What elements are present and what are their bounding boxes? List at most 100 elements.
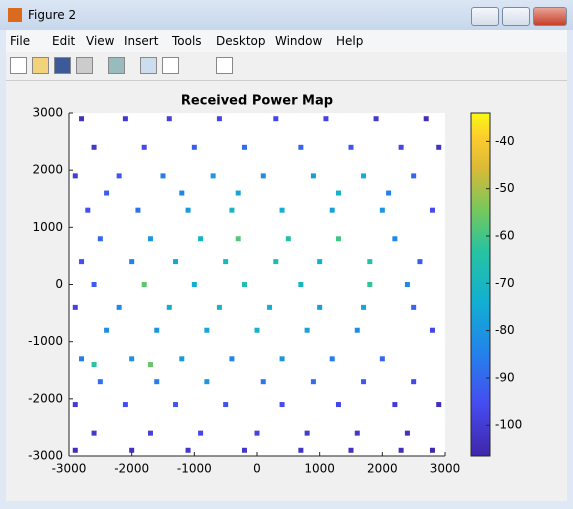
data-point: [386, 190, 392, 196]
data-point: [279, 402, 285, 408]
data-point: [373, 116, 379, 122]
menu-item[interactable]: Help: [336, 34, 364, 48]
data-point: [179, 356, 185, 362]
data-point: [79, 259, 85, 265]
new-icon[interactable]: [10, 57, 27, 74]
app-icon: [8, 8, 22, 22]
save-icon[interactable]: [54, 57, 71, 74]
close-button[interactable]: [533, 7, 567, 26]
data-point: [260, 173, 266, 179]
x-tick-label: -2000: [114, 462, 149, 476]
data-point: [229, 207, 235, 213]
data-point: [279, 356, 285, 362]
data-point: [72, 304, 78, 310]
data-point: [298, 447, 304, 453]
data-point: [223, 402, 229, 408]
data-point: [436, 402, 442, 408]
data-point: [122, 116, 128, 122]
data-point: [241, 144, 247, 150]
print-icon[interactable]: [76, 57, 93, 74]
data-point: [260, 379, 266, 385]
data-point: [216, 116, 222, 122]
data-point: [429, 207, 435, 213]
data-point: [298, 282, 304, 287]
menu-item[interactable]: Edit: [52, 34, 76, 48]
colorbar-tick-label: -90: [495, 370, 515, 384]
data-point: [72, 173, 78, 179]
data-point: [298, 144, 304, 150]
data-point: [147, 362, 153, 368]
menu-item[interactable]: Window: [275, 34, 323, 48]
data-point: [166, 116, 172, 122]
data-point: [361, 379, 367, 385]
data-point: [335, 402, 341, 408]
open-icon[interactable]: [32, 57, 49, 74]
data-point: [411, 304, 417, 310]
minimize-button[interactable]: [471, 7, 499, 26]
x-tick-label: 3000: [430, 462, 461, 476]
data-point: [329, 356, 335, 362]
data-point: [72, 447, 78, 453]
data-point: [91, 430, 97, 436]
data-point: [317, 304, 323, 310]
data-point: [179, 190, 185, 196]
data-point: [398, 447, 404, 453]
data-point: [304, 430, 310, 436]
menu-bar: File Edit View Insert Tools Desktop Window Help: [6, 30, 567, 52]
x-tick-label: -3000: [52, 462, 87, 476]
data-point: [210, 173, 216, 179]
data-point: [323, 116, 329, 122]
data-point: [97, 236, 103, 242]
colorbar-tick-label: -50: [495, 181, 515, 195]
data-point: [91, 362, 97, 368]
menu-item[interactable]: File: [10, 34, 31, 48]
data-point: [285, 236, 291, 242]
colorbar-tick-label: -70: [495, 276, 515, 290]
data-point: [317, 259, 323, 265]
colorbar-tick-label: -40: [495, 134, 515, 148]
data-point: [116, 173, 122, 179]
pointer-icon[interactable]: [194, 57, 209, 72]
maximize-button[interactable]: [502, 7, 530, 26]
data-point: [91, 282, 97, 287]
y-tick-label: -3000: [28, 449, 63, 463]
data-point: [361, 304, 367, 310]
colorbar-tick-label: -80: [495, 323, 515, 337]
data-point: [129, 259, 135, 265]
colorbar-tick-label: -100: [495, 418, 522, 432]
data-point: [91, 144, 97, 150]
legend-icon[interactable]: [162, 57, 179, 74]
figure: Received Power Map -3000 -2000 -1000 0 1000 2…: [6, 81, 567, 501]
menu-item[interactable]: View: [86, 34, 115, 48]
data-point: [392, 402, 398, 408]
data-point: [404, 430, 410, 436]
x-tick-label: -1000: [177, 462, 212, 476]
menu-item[interactable]: Tools: [172, 34, 202, 48]
title-bar: Figure 2: [0, 0, 573, 30]
data-point: [304, 327, 310, 333]
colorbar-icon[interactable]: [140, 57, 157, 74]
data-point: [279, 207, 285, 213]
y-tick-label: 1000: [32, 220, 63, 234]
data-point: [122, 402, 128, 408]
data-point: [147, 430, 153, 436]
data-point: [429, 327, 435, 333]
link-icon[interactable]: [108, 57, 125, 74]
data-point: [379, 356, 385, 362]
data-point: [154, 327, 160, 333]
data-point: [129, 447, 135, 453]
data-point: [185, 447, 191, 453]
data-point: [135, 207, 141, 213]
property-icon[interactable]: [216, 57, 233, 74]
menu-item[interactable]: Insert: [124, 34, 159, 48]
data-point: [223, 259, 229, 265]
menu-item[interactable]: Desktop: [216, 34, 266, 48]
data-point: [411, 379, 417, 385]
data-point: [97, 379, 103, 385]
chart-title: Received Power Map: [181, 94, 333, 109]
plot-area: [69, 113, 445, 456]
data-point: [404, 282, 410, 287]
data-point: [204, 379, 210, 385]
y-tick-label: -2000: [28, 391, 63, 405]
